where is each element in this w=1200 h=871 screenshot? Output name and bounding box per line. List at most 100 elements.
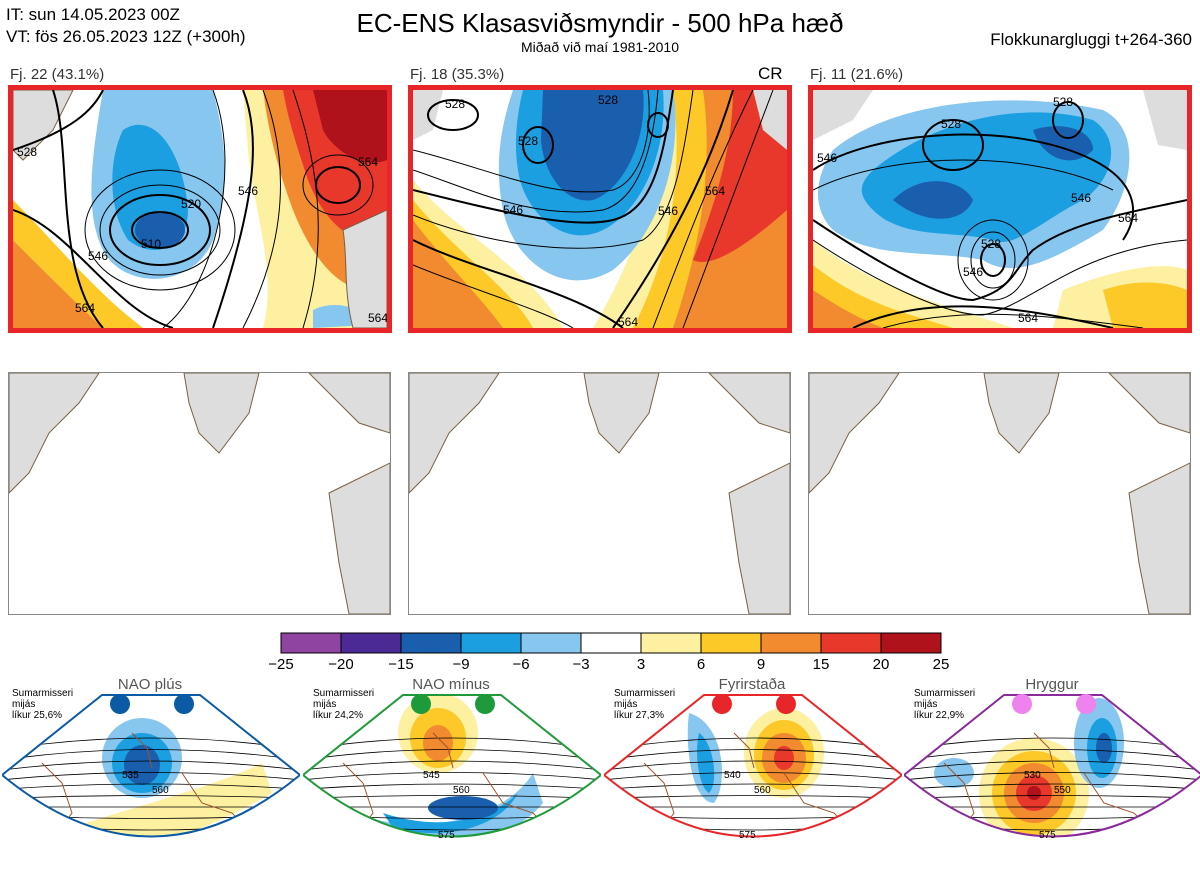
contour-label: 564 [1018,311,1038,325]
colorbar-tick: 6 [696,656,706,673]
empty-map-1[interactable] [8,372,391,615]
colorbar-segment [340,632,402,654]
regime-description: líkur 24,2% [313,710,364,721]
header-info: IT: sun 14.05.2023 00Z VT: fös 26.05.202… [6,4,246,48]
colorbar-segment [520,632,582,654]
regime-description: líkur 27,3% [614,710,665,721]
regime-description: mijás [313,699,337,710]
regime-description: mijás [614,699,638,710]
regime-description: líkur 25,6% [12,710,63,721]
cluster-2-map[interactable]: 528 528 528 546 546 564 564 [408,85,792,333]
contour-label: 546 [1071,191,1091,205]
regime-marker-dot [776,694,796,714]
regime-description: Sumarmisseri [614,688,676,699]
regime-map[interactable]: 545 560 575 [303,693,601,869]
regime-description: líkur 22,9% [914,710,965,721]
colorbar-segment [400,632,462,654]
contour-label: 540 [724,770,741,781]
contour-label: 546 [817,151,837,165]
colorbar [280,632,943,659]
contour-label: 530 [1024,770,1041,781]
page-subtitle: Miðað við maí 1981-2010 [521,39,679,55]
contour-label: 560 [754,785,771,796]
colorbar-tick: −15 [388,656,414,673]
contour-label: 528 [445,97,465,111]
contour-label: 564 [705,184,725,198]
regime-title: NAO mínus [412,676,490,693]
colorbar-segment [580,632,642,654]
colorbar-tick: 20 [872,656,890,673]
regime-marker-dot [1012,694,1032,714]
regime-map[interactable]: 540 560 575 [604,693,902,869]
contour-label: 546 [88,249,108,263]
regime-marker-dot [712,694,732,714]
contour-label: 546 [238,184,258,198]
colorbar-segment [880,632,942,654]
contour-label: 546 [963,265,983,279]
colorbar-tick: 15 [812,656,830,673]
cluster-1-map[interactable]: 528 564 546 546 564 520 510 564 [8,85,392,333]
contour-label: 564 [618,315,638,328]
colorbar-segment [760,632,822,654]
contour-label: 528 [518,134,538,148]
regime-map[interactable]: 530 550 575 [904,693,1200,869]
cluster-3-map[interactable]: 528 528 546 546 564 528 546 564 [808,85,1192,333]
regime-description: mijás [914,699,938,710]
colorbar-tick: −9 [452,656,470,673]
empty-map-2[interactable] [408,372,791,615]
contour-label: 528 [981,237,1001,251]
contour-label: 528 [598,93,618,107]
contour-label: 528 [1053,95,1073,109]
contour-label: 564 [368,311,387,325]
cluster-2-label: Fj. 18 (35.3%) [410,66,505,83]
contour-label: 550 [1054,785,1071,796]
colorbar-tick: −3 [572,656,590,673]
it-line: IT: sun 14.05.2023 00Z [6,5,180,24]
cluster-3-label: Fj. 11 (21.6%) [810,66,904,83]
regime-description: Sumarmisseri [313,688,375,699]
colorbar-segment [640,632,702,654]
empty-map-3[interactable] [808,372,1191,615]
colorbar-tick: −20 [328,656,354,673]
contour-label: 535 [122,770,139,781]
contour-label: 545 [423,770,440,781]
classification-window: Flokkunargluggi t+264-360 [990,30,1192,49]
regime-description: Sumarmisseri [914,688,976,699]
regime-title: Hryggur [1025,676,1079,693]
regime-description: Sumarmisseri [12,688,74,699]
contour-label: 564 [358,155,378,169]
contour-label: 528 [17,145,37,159]
regime-marker-dot [1076,694,1096,714]
contour-label: 575 [739,830,756,841]
contour-label: 520 [181,197,201,211]
contour-label: 560 [152,785,169,796]
colorbar-segment [460,632,522,654]
colorbar-segment [820,632,882,654]
regime-marker-dot [411,694,431,714]
colorbar-tick: −6 [512,656,530,673]
page-title: EC-ENS Klasasviðsmyndir - 500 hPa hæð [356,8,844,38]
colorbar-tick: −25 [268,656,294,673]
contour-label: 564 [75,301,95,315]
contour-label: 546 [503,203,523,217]
regime-marker-dot [475,694,495,714]
vt-line: VT: fös 26.05.2023 12Z (+300h) [6,27,246,46]
colorbar-tick: 25 [932,656,950,673]
contour-label: 560 [453,785,470,796]
contour-label: 510 [141,237,161,251]
regime-title: Fyrirstaða [718,676,786,693]
cluster-2-badge: CR [758,64,783,83]
regime-marker-dot [174,694,194,714]
colorbar-tick: 9 [756,656,766,673]
regime-map[interactable]: 535 560 [2,693,300,869]
regime-title: NAO plús [117,676,183,693]
cluster-1-label: Fj. 22 (43.1%) [10,66,105,83]
contour-label: 575 [438,830,455,841]
colorbar-tick: 3 [636,656,646,673]
contour-label: 546 [658,204,678,218]
regime-marker-dot [110,694,130,714]
regime-description: mijás [12,699,36,710]
colorbar-segment [280,632,342,654]
contour-label: 564 [1118,211,1138,225]
contour-label: 528 [941,117,961,131]
